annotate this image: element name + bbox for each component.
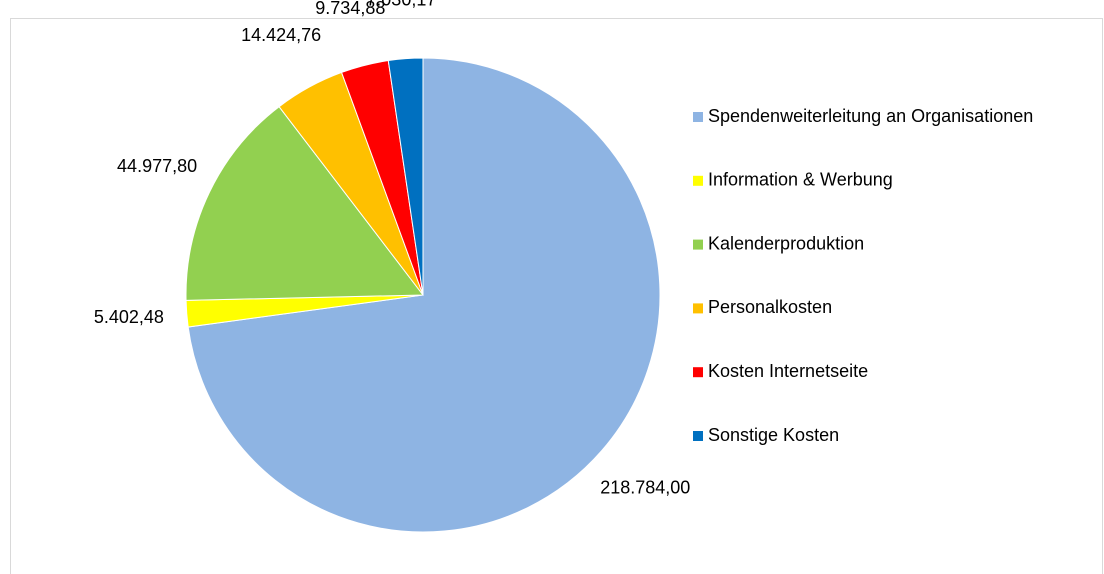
legend-label: Sonstige Kosten (708, 425, 839, 445)
legend-label: Personalkosten (708, 297, 832, 317)
data-label: 5.402,48 (94, 307, 164, 327)
legend-label: Kalenderproduktion (708, 233, 864, 253)
data-label: 9.734,88 (315, 0, 385, 18)
data-label: 44.977,80 (117, 156, 197, 176)
legend-swatch (693, 303, 703, 314)
legend-swatch (693, 175, 703, 186)
data-label: 218.784,00 (600, 478, 690, 498)
pie-slice (187, 57, 661, 533)
legend-swatch (693, 239, 703, 250)
legend-label: Information & Werbung (708, 170, 893, 190)
pie-slice (185, 105, 424, 301)
legend-swatch (693, 431, 703, 441)
data-label: 14.424,76 (241, 25, 321, 45)
legend-label: Kosten Internetseite (708, 361, 868, 381)
data-label: 7.030,17 (366, 0, 436, 10)
legend-swatch (693, 112, 703, 122)
legend-label: Spendenweiterleitung an Organisationen (708, 106, 1033, 126)
pie-slice (387, 57, 424, 296)
legend-swatch (693, 367, 703, 378)
